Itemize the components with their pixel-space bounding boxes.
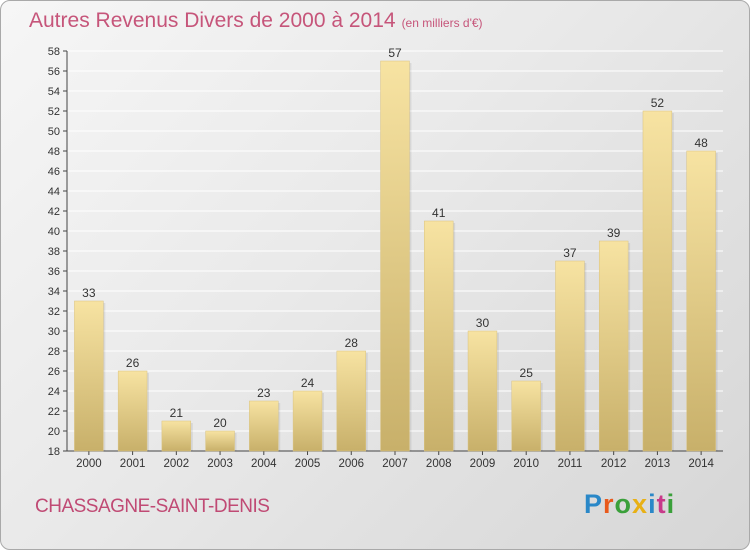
data-label-2004: 23	[257, 386, 271, 400]
tick-labels: 18 20 22 24 26 28 30 32 34 36 38 40 42 44 46 48 50 52 54 56…	[48, 46, 715, 470]
logo-letter: o	[614, 489, 633, 519]
bars	[74, 60, 718, 452]
bar-2006	[336, 350, 366, 452]
bar-2010	[511, 380, 541, 452]
bar-2012	[598, 240, 629, 452]
x-tick-label-2011: 2011	[558, 458, 583, 470]
x-tick-label-2010: 2010	[513, 458, 539, 470]
chart-title-text: Autres Revenus Divers de 2000 à 2014	[29, 9, 396, 32]
data-label-2009: 30	[476, 316, 490, 330]
y-tick-label: 24	[48, 386, 60, 398]
bar-2009	[467, 330, 498, 452]
logo-letter: P	[584, 489, 604, 519]
y-tick-label: 46	[48, 166, 60, 178]
x-tick-label-2009: 2009	[470, 458, 496, 470]
logo-letter: i	[648, 489, 657, 519]
chart-subtitle: (en milliers d'€)	[401, 16, 483, 30]
x-tick-label-2005: 2005	[295, 458, 321, 470]
bar-2004	[249, 400, 279, 452]
data-label-2001: 26	[126, 356, 140, 370]
bar-2005	[292, 390, 323, 452]
data-label-2012: 39	[607, 226, 621, 240]
bar-2003	[205, 430, 235, 452]
data-label-2003: 20	[213, 416, 227, 430]
y-tick-label: 40	[48, 226, 60, 238]
y-tick-label: 36	[48, 266, 60, 278]
y-tick-label: 52	[48, 106, 60, 118]
y-tick-label: 22	[48, 406, 60, 418]
y-tick-label: 28	[48, 346, 60, 358]
logo-letter: x	[632, 489, 649, 519]
bar-2013	[642, 110, 673, 452]
y-tick-label: 50	[48, 126, 60, 138]
y-tick-label: 20	[48, 426, 60, 438]
y-tick-label: 54	[48, 86, 60, 98]
y-tick-label: 58	[48, 46, 60, 58]
logo-letter: t	[656, 489, 667, 519]
logo-letter: i	[666, 489, 676, 519]
data-label-2013: 52	[651, 96, 665, 110]
y-tick-label: 34	[48, 286, 60, 298]
y-tick-label: 32	[48, 306, 60, 318]
data-label-2014: 48	[694, 136, 708, 150]
x-tick-label-2004: 2004	[251, 458, 277, 470]
x-tick-label-2001: 2001	[120, 458, 146, 470]
x-tick-label-2003: 2003	[207, 458, 233, 470]
logo-letter: r	[603, 489, 615, 519]
x-tick-label-2013: 2013	[645, 458, 671, 470]
x-tick-label-2007: 2007	[382, 458, 408, 470]
data-label-2002: 21	[170, 406, 184, 420]
data-label-2010: 25	[520, 366, 534, 380]
data-label-2000: 33	[82, 286, 96, 300]
y-tick-label: 38	[48, 246, 60, 258]
y-tick-label: 42	[48, 206, 60, 218]
bar-2007	[380, 60, 410, 452]
x-tick-label-2002: 2002	[164, 458, 190, 470]
y-tick-label: 48	[48, 146, 60, 158]
data-label-2006: 28	[345, 336, 359, 350]
x-tick-label-2006: 2006	[338, 458, 364, 470]
y-tick-label: 44	[48, 186, 60, 198]
x-tick-label-2000: 2000	[76, 458, 102, 470]
proxiti-logo: Proxiti	[584, 489, 675, 520]
commune-name: CHASSAGNE-SAINT-DENIS	[35, 496, 270, 517]
x-tick-label-2012: 2012	[601, 458, 627, 470]
bar-2001	[117, 370, 148, 452]
bar-2011	[555, 260, 585, 452]
bar-2014	[686, 150, 716, 452]
x-tick-label-2014: 2014	[688, 458, 714, 470]
data-label-2005: 24	[301, 376, 315, 390]
y-tick-label: 56	[48, 66, 60, 78]
bar-2002	[161, 420, 192, 452]
y-tick-label: 30	[48, 326, 60, 338]
data-label-2011: 37	[563, 246, 577, 260]
data-label-2008: 41	[432, 206, 446, 220]
bar-2008	[424, 220, 454, 452]
chart-title: Autres Revenus Divers de 2000 à 2014 (en …	[29, 9, 483, 33]
data-label-2007: 57	[388, 46, 402, 60]
bar-2000	[74, 300, 104, 452]
x-tick-label-2008: 2008	[426, 458, 452, 470]
y-tick-label: 18	[48, 446, 60, 458]
y-tick-label: 26	[48, 366, 60, 378]
